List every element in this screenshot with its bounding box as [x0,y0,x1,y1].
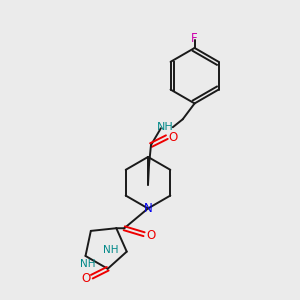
Text: NH: NH [157,122,173,132]
Text: O: O [81,272,91,285]
Text: O: O [168,130,177,144]
Text: NH: NH [103,244,119,255]
Text: N: N [144,202,152,215]
Text: NH: NH [80,259,95,269]
Text: O: O [146,229,156,242]
Text: F: F [191,32,198,44]
